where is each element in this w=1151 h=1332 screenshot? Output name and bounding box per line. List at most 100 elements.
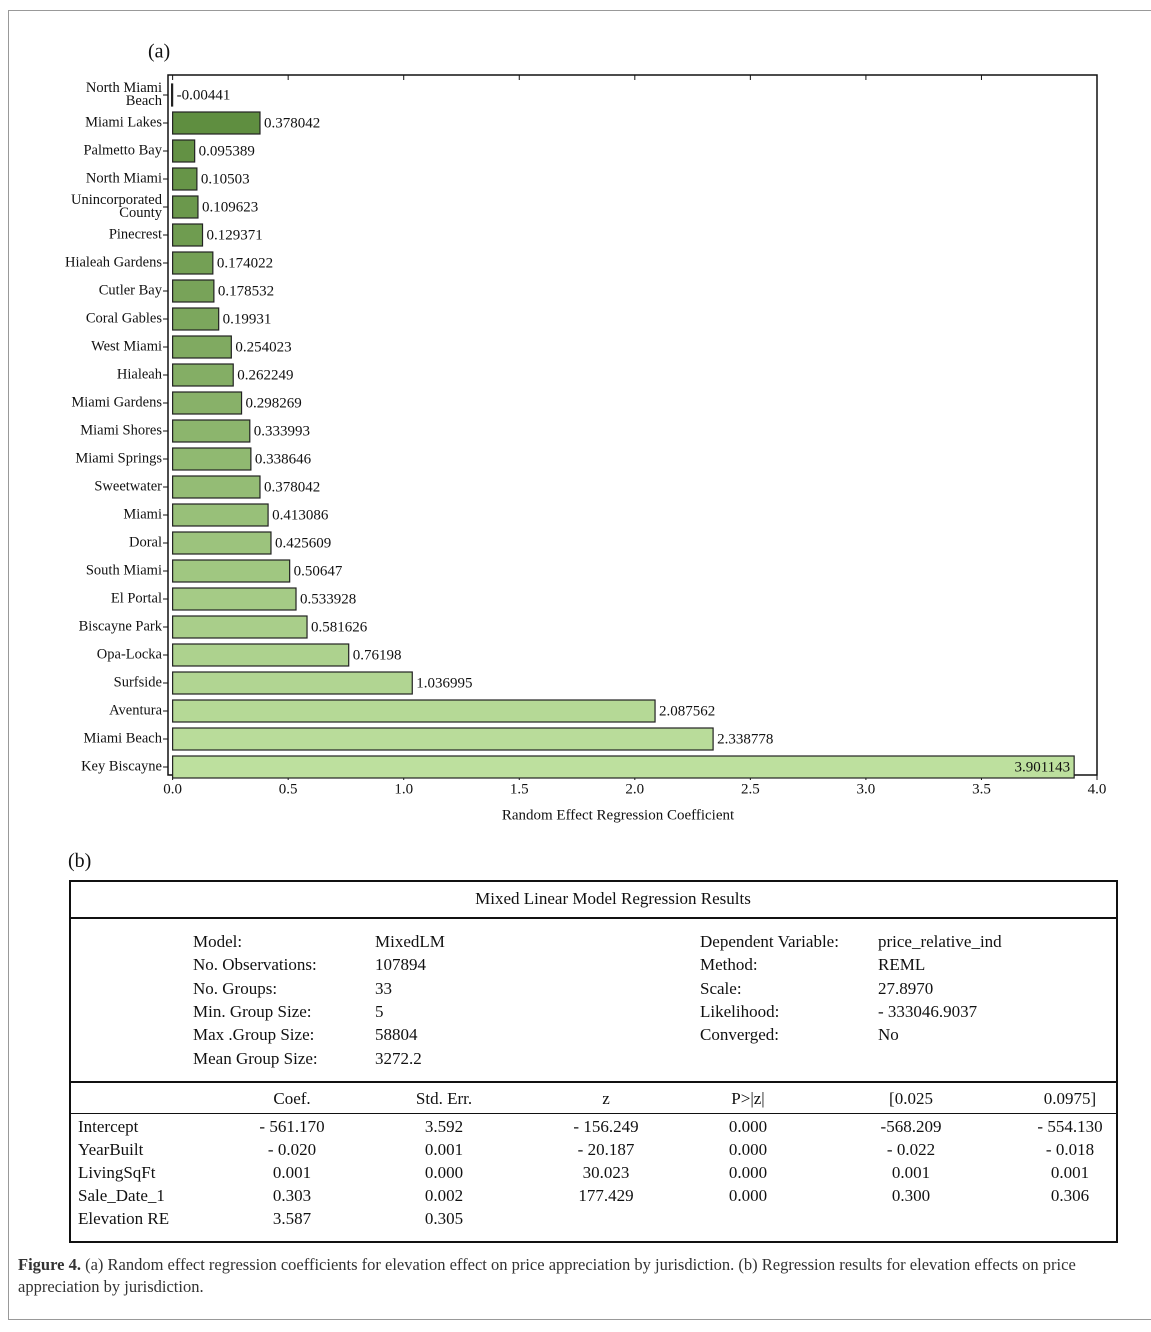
info-value: 107894 [375,955,426,974]
x-tick-label: 2.0 [625,781,644,797]
value-label: 0.254023 [235,339,291,355]
column-header: z [602,1089,610,1108]
info-label: Method: [700,955,758,974]
cell: 0.001 [424,1140,464,1159]
value-label: 0.262249 [237,367,293,383]
bar [172,503,269,527]
cell: 177.429 [578,1186,634,1205]
results-table [69,880,1118,1243]
row-name: YearBuilt [78,1140,144,1159]
info-value: price_relative_ind [878,932,1002,951]
bar [172,615,308,639]
info-label: Mean Group Size: [193,1049,318,1068]
value-label: 0.425609 [275,535,331,551]
info-value: MixedLM [375,932,445,951]
value-label: 0.095389 [199,143,255,159]
value-label: 0.533928 [300,591,356,607]
cell: 0.306 [1050,1186,1090,1205]
cell: 0.001 [891,1163,931,1182]
value-label: 2.087562 [659,703,715,719]
x-tick-label: 0.5 [279,781,298,797]
cell: 3.592 [424,1117,464,1136]
bar [172,167,198,191]
bar [172,587,297,611]
value-label: 0.174022 [217,255,273,271]
info-label: No. Groups: [193,979,278,998]
value-label: 0.338646 [255,451,312,467]
info-value: 33 [375,979,392,998]
panel-label: (a) [148,41,170,63]
value-label: 0.50647 [294,563,343,579]
info-label: Dependent Variable: [700,932,839,951]
cell: - 554.130 [1037,1117,1103,1136]
chart: (a) Random Effect Regression Coefficient… [148,41,1107,824]
bar [172,251,214,275]
value-label: 0.378042 [264,479,320,495]
column-header: Coef. [273,1089,311,1108]
cell: 0.305 [424,1209,464,1228]
bar [172,391,243,415]
y-tick-label: Biscayne Park [78,618,162,635]
bar [172,671,413,695]
cell: - 0.022 [886,1140,936,1159]
info-value: - 333046.9037 [878,1002,978,1021]
info-label: Converged: [700,1025,780,1044]
row-name: Elevation RE [78,1209,170,1228]
y-tick-label: Surfside [113,674,162,691]
x-tick-label: 1.0 [394,781,413,797]
cell: 0.000 [728,1140,768,1159]
bar [172,559,291,583]
cell: 0.300 [891,1186,931,1205]
panel-label: (b) [68,850,92,872]
x-tick-label: 3.0 [857,781,876,797]
value-label: 0.129371 [207,227,263,243]
y-tick-label: Coral Gables [85,310,162,327]
cell: 0.001 [1050,1163,1090,1182]
y-tick-label: North Miami Beach [85,80,162,109]
y-tick-label: El Portal [110,590,162,607]
info-value: REML [878,955,926,974]
y-tick-label: Palmetto Bay [83,142,162,159]
table-rule [69,1113,1118,1114]
value-label: 0.413086 [272,507,329,523]
cell: - 0.018 [1045,1140,1095,1159]
value-label: 0.581626 [311,619,368,635]
table-title: Mixed Linear Model Regression Results [475,889,751,908]
x-tick-label: 2.5 [741,781,760,797]
value-label: 0.10503 [201,171,250,187]
cell: 0.000 [728,1163,768,1182]
y-tick-label: Miami Lakes [85,114,162,131]
y-tick-label: Hialeah [116,366,162,383]
bar [172,531,272,555]
info-value: 5 [375,1002,384,1021]
caption-label: Figure 4. [18,1255,81,1274]
y-tick-label: West Miami [91,338,162,355]
table-rule [69,917,1118,919]
y-tick-label: Sweetwater [94,478,162,495]
x-axis-label: Random Effect Regression Coefficient [502,807,735,823]
info-label: Max .Group Size: [193,1025,315,1044]
bar [172,335,232,359]
y-tick-label: Aventura [109,702,162,719]
bar [172,195,199,219]
cell: - 156.249 [573,1117,639,1136]
bar [172,419,251,443]
y-tick-label: Pinecrest [108,226,162,243]
y-tick-label: Miami Springs [75,450,162,467]
y-tick-label: Hialeah Gardens [64,254,162,271]
info-label: Min. Group Size: [193,1002,312,1021]
info-value: 3272.2 [375,1049,422,1068]
cell: 0.303 [272,1186,312,1205]
info-value: 58804 [375,1025,418,1044]
table-rule [69,1081,1118,1083]
y-tick-label: Unincorporated County [71,192,162,221]
cell: 30.023 [582,1163,630,1182]
bar [172,363,234,387]
bar [172,307,220,331]
column-header: [0.025 [889,1089,933,1108]
y-tick-label: South Miami [85,562,162,579]
bar [172,139,196,163]
x-tick-label: 4.0 [1088,781,1107,797]
y-tick-label: North Miami [85,170,162,187]
cell: - 20.187 [577,1140,635,1159]
